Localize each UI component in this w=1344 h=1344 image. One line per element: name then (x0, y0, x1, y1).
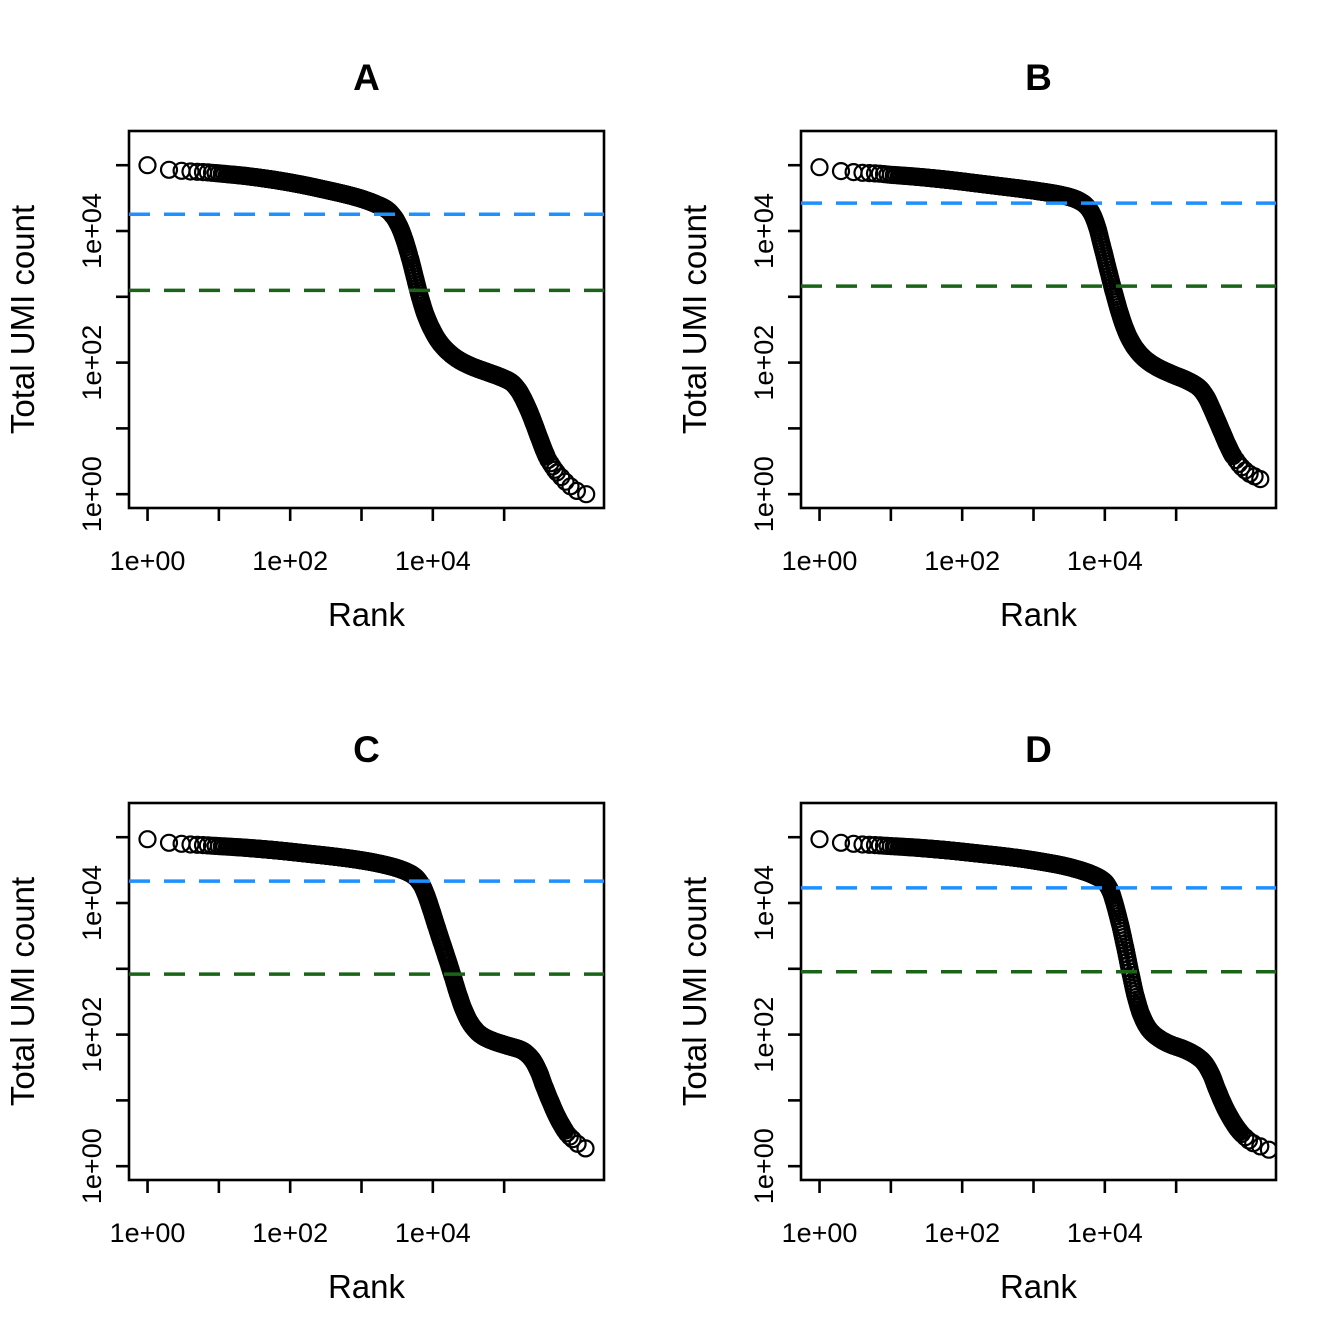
rank-plot-panel-d: 1e+00 1e+02 1e+04 1e+00 1e+02 1e+04 Rank Total … (672, 672, 1344, 1344)
data-point (567, 481, 587, 500)
data-point (563, 1130, 582, 1149)
data-point (831, 833, 851, 852)
data-point (181, 162, 200, 181)
y-tick-label: 1e+02 (77, 325, 107, 401)
data-points (138, 156, 596, 504)
data-point (853, 163, 872, 182)
y-tick-label: 1e+00 (77, 1128, 107, 1204)
data-point (860, 835, 879, 854)
data-point (557, 1124, 577, 1143)
x-axis-label: Rank (1000, 1268, 1078, 1305)
y-tick-label: 1e+00 (77, 456, 107, 532)
panel-title: D (1025, 729, 1052, 770)
x-tick-label: 1e+04 (395, 546, 471, 576)
y-tick-label: 1e+04 (77, 865, 107, 941)
x-tick-label: 1e+00 (782, 546, 858, 576)
data-point (138, 156, 157, 175)
data-point (1251, 470, 1270, 489)
data-point (831, 162, 851, 181)
rank-plot-panel-b: 1e+00 1e+02 1e+04 1e+00 1e+02 1e+04 Rank Total … (672, 0, 1344, 672)
x-tick-label: 1e+02 (252, 546, 328, 576)
x-axis-label: Rank (328, 1268, 406, 1305)
x-axis-label: Rank (1000, 596, 1078, 633)
plot-box (127, 801, 606, 1182)
data-point (1251, 1137, 1270, 1156)
panel-title: C (353, 729, 380, 770)
data-point (860, 164, 879, 183)
rank-plot-panel-c: 1e+00 1e+02 1e+04 1e+00 1e+02 1e+04 Rank Total … (0, 672, 672, 1344)
y-axis-label: Total UMI count (4, 205, 41, 434)
x-tick-label: 1e+02 (924, 546, 1000, 576)
data-point (576, 1139, 595, 1158)
data-point (138, 830, 157, 849)
data-point (552, 468, 571, 487)
y-tick-label: 1e+02 (77, 997, 107, 1073)
y-tick-label: 1e+02 (749, 325, 779, 401)
y-tick-label: 1e+04 (749, 193, 779, 269)
data-points (810, 158, 1270, 489)
plot-box (799, 129, 1278, 510)
data-points (138, 830, 595, 1158)
x-tick-label: 1e+04 (395, 1218, 471, 1248)
x-tick-label: 1e+04 (1067, 546, 1143, 576)
data-point (188, 162, 207, 181)
x-tick-label: 1e+02 (924, 1218, 1000, 1248)
data-point (810, 830, 829, 849)
data-point (159, 833, 179, 852)
data-point (1236, 461, 1255, 480)
data-points (810, 830, 1276, 1159)
rank-plot-panel-a: 1e+00 1e+02 1e+04 1e+00 1e+02 1e+04 Rank Total … (0, 0, 672, 672)
x-tick-label: 1e+04 (1067, 1218, 1143, 1248)
y-tick-label: 1e+00 (749, 1128, 779, 1204)
data-point (810, 158, 829, 177)
plot-box (127, 129, 606, 510)
x-tick-label: 1e+00 (110, 1218, 186, 1248)
data-point (188, 835, 207, 854)
data-point (577, 485, 596, 504)
x-tick-label: 1e+02 (252, 1218, 328, 1248)
y-tick-label: 1e+02 (749, 997, 779, 1073)
data-point (159, 160, 179, 179)
data-point (1239, 1131, 1259, 1150)
x-tick-label: 1e+00 (782, 1218, 858, 1248)
plot-box (799, 801, 1278, 1182)
x-axis-label: Rank (328, 596, 406, 633)
data-point (181, 835, 200, 854)
y-axis-label: Total UMI count (4, 877, 41, 1106)
data-point (1259, 1140, 1276, 1159)
data-point (853, 835, 872, 854)
x-tick-label: 1e+00 (110, 546, 186, 576)
panel-title: B (1025, 57, 1052, 98)
data-point (556, 472, 575, 491)
data-point (1229, 454, 1249, 473)
y-axis-label: Total UMI count (676, 877, 713, 1106)
y-tick-label: 1e+04 (77, 193, 107, 269)
y-tick-label: 1e+00 (749, 456, 779, 532)
panel-title: A (353, 57, 380, 98)
y-axis-label: Total UMI count (676, 205, 713, 434)
y-tick-label: 1e+04 (749, 865, 779, 941)
